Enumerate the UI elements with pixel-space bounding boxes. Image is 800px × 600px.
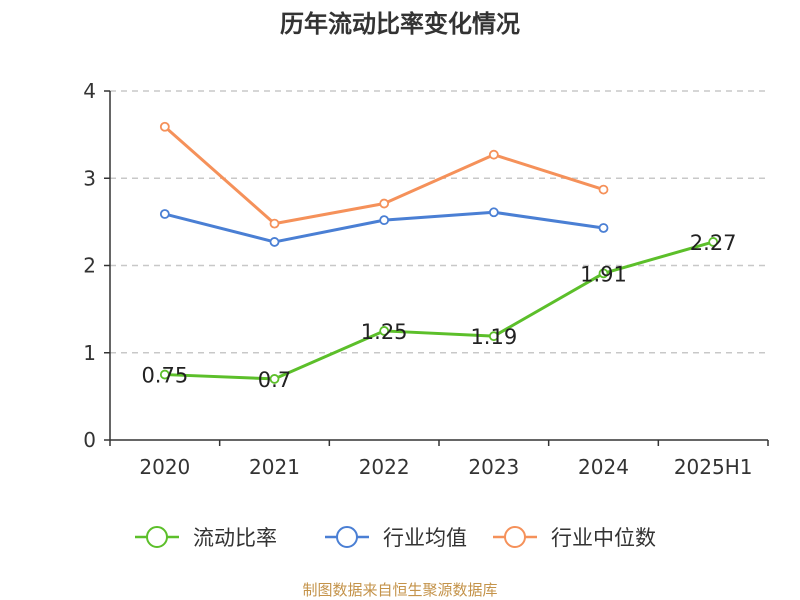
y-tick-label: 0 (83, 428, 96, 452)
data-label: 1.91 (580, 262, 627, 286)
data-point (159, 209, 170, 219)
x-tick-label: 2023 (468, 455, 519, 479)
data-point (598, 223, 609, 233)
data-point (488, 207, 499, 218)
x-tick-label: 2025H1 (674, 455, 753, 479)
data-label: 1.25 (361, 320, 408, 344)
legend-swatch-marker (146, 526, 168, 548)
legend-swatch-marker (504, 526, 526, 548)
y-tick-label: 1 (83, 341, 96, 365)
data-label: 1.19 (470, 325, 517, 349)
data-point (488, 331, 499, 342)
series-lines (159, 121, 719, 384)
y-tick-label: 3 (83, 166, 96, 190)
data-point (159, 369, 170, 380)
data-point (269, 237, 280, 247)
data-point (159, 121, 170, 132)
data-point (598, 268, 609, 279)
data-point (269, 374, 280, 384)
series-line (164, 240, 714, 381)
data-point (379, 198, 390, 209)
legend-label: 行业均值 (383, 526, 467, 550)
chart-title: 历年流动比率变化情况 (280, 10, 520, 38)
data-labels: 0.75 0.7 1.25 1.19 1.91 2.27 (141, 231, 736, 392)
source-note: 制图数据来自恒生聚源数据库 (302, 581, 497, 599)
data-point (598, 184, 609, 195)
series-line (163, 125, 604, 226)
data-label: 2.27 (690, 231, 737, 255)
data-point (708, 237, 719, 247)
y-tick-label: 2 (83, 254, 96, 278)
data-point (488, 149, 499, 160)
legend-item: 行业均值 (325, 526, 467, 550)
x-tick-label: 2022 (359, 455, 410, 479)
legend: 流动比率 行业均值 行业中位数 (135, 526, 656, 550)
axes: 0 1 2 3 4 2020 2021 2022 2023 2024 2025H1 (83, 79, 769, 479)
data-point (379, 215, 390, 226)
legend-label: 流动比率 (193, 526, 277, 550)
legend-item: 流动比率 (135, 526, 277, 550)
data-label: 0.7 (258, 368, 291, 392)
y-tick-label: 4 (83, 79, 96, 103)
data-point (379, 326, 390, 336)
legend-label: 行业中位数 (551, 526, 656, 550)
data-label: 0.75 (141, 364, 188, 388)
gridlines (110, 90, 768, 354)
x-tick-label: 2021 (249, 455, 300, 479)
legend-swatch-marker (336, 526, 358, 548)
legend-item: 行业中位数 (493, 526, 656, 550)
data-point (269, 218, 280, 229)
x-tick-label: 2024 (578, 455, 629, 479)
x-tick-label: 2020 (139, 455, 190, 479)
